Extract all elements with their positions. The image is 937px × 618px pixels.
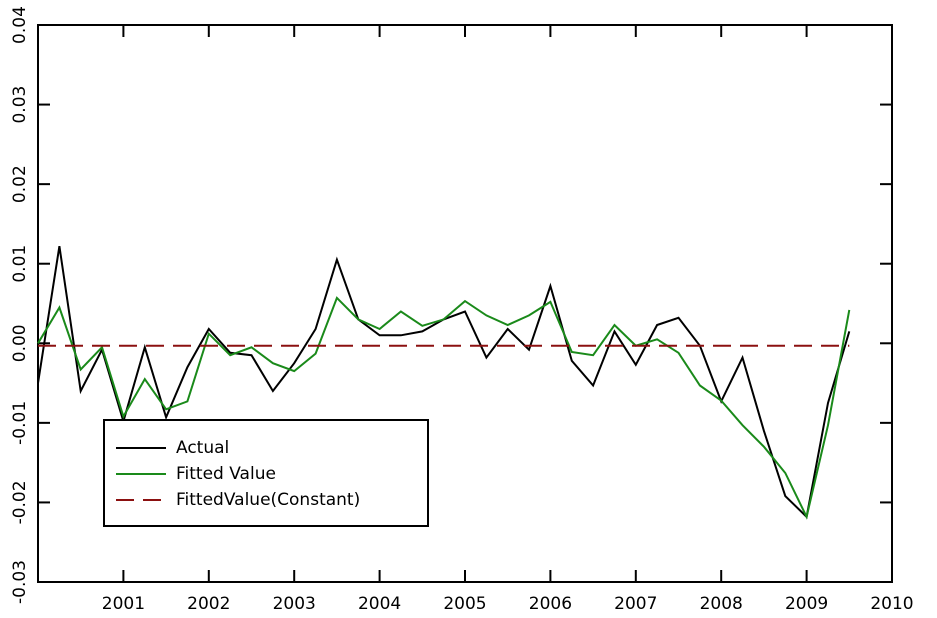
x-tick-label: 2009: [785, 594, 828, 614]
legend-label: FittedValue(Constant): [176, 490, 360, 510]
x-tick-label: 2001: [102, 594, 145, 614]
y-tick-label: -0.01: [10, 401, 30, 445]
y-tick-label: 0.04: [10, 6, 30, 44]
y-tick-label: 0.01: [10, 245, 30, 283]
x-tick-label: 2002: [187, 594, 230, 614]
y-tick-label: 0.02: [10, 165, 30, 203]
series-line: [37, 296, 851, 520]
y-tick-label: 0.03: [10, 86, 30, 124]
x-tick-label: 2007: [614, 594, 657, 614]
x-tick-label: 2005: [443, 594, 486, 614]
x-tick-label: 2008: [700, 594, 743, 614]
x-tick-label: 2006: [529, 594, 572, 614]
legend-label: Fitted Value: [176, 464, 276, 484]
y-tick-label: -0.02: [10, 480, 30, 524]
y-tick-label: -0.03: [10, 560, 30, 604]
x-tick-label: 2004: [358, 594, 401, 614]
x-tick-label: 2010: [870, 594, 913, 614]
y-tick-label: 0.00: [10, 324, 30, 362]
legend-label: Actual: [176, 438, 229, 458]
x-tick-label: 2003: [273, 594, 316, 614]
